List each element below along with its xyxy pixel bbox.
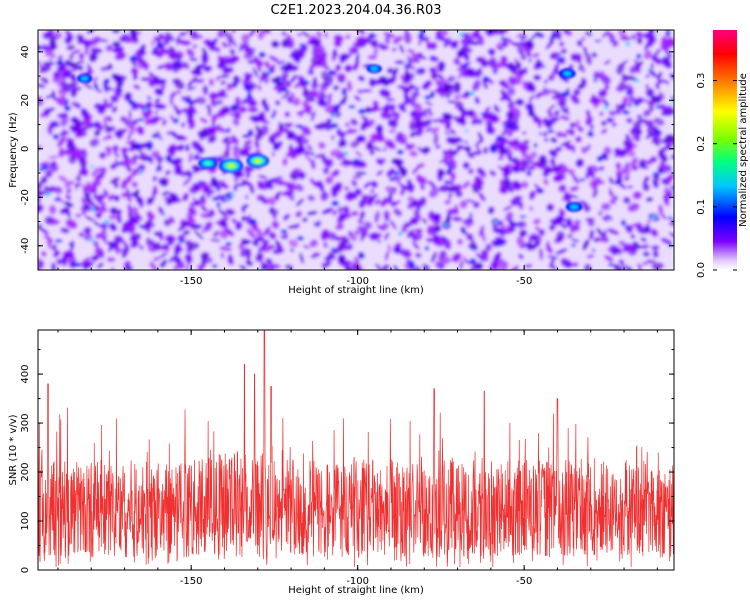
colorbar-tick-label: 0.3 xyxy=(696,73,707,89)
spectrogram-panel: -150 -100 -50 -40 -20 0 20 40 Height of straigh… xyxy=(8,29,675,296)
spectrogram-texture xyxy=(38,30,674,270)
y-tick-label: 100 xyxy=(20,511,31,530)
snr-ticks: -150 -100 -50 0 100 200 300 400 xyxy=(20,330,674,587)
colorbar-tick-label: 0.1 xyxy=(696,199,707,215)
y-tick-label: 0 xyxy=(20,146,31,152)
y-tick-label: 400 xyxy=(20,365,31,384)
hotspot xyxy=(366,64,382,74)
x-tick-label: -150 xyxy=(180,276,203,287)
snr-y-axis-label: SNR (10 * v/v) xyxy=(8,414,19,485)
colorbar-tick-label: 0.0 xyxy=(696,262,707,278)
y-tick-label: 0 xyxy=(20,567,31,573)
y-tick-label: 40 xyxy=(20,45,31,58)
colorbar-tick-label: 0.2 xyxy=(696,136,707,152)
snr-panel: -150 -100 -50 0 100 200 300 400 Height of strai… xyxy=(8,329,675,596)
spectrogram-y-axis-label: Frequency (Hz) xyxy=(8,112,19,188)
snr-series-line xyxy=(38,330,674,568)
spectrogram-frame xyxy=(37,29,675,271)
x-tick-label: -50 xyxy=(516,276,532,287)
hotspot xyxy=(246,154,269,168)
hotspot xyxy=(77,74,93,83)
x-tick-label: -50 xyxy=(516,576,532,587)
spectrogram-ticks: -150 -100 -50 -40 -20 0 20 40 xyxy=(20,30,674,287)
y-tick-label: 200 xyxy=(20,462,31,481)
hotspot xyxy=(198,157,218,169)
spectrogram-hotspots xyxy=(77,64,583,212)
x-tick-label: -100 xyxy=(346,576,369,587)
snr-x-axis-label: Height of straight line (km) xyxy=(288,585,424,596)
y-tick-label: -40 xyxy=(20,238,31,254)
colorbar-label: Normalized spectral amplitude xyxy=(738,73,749,227)
colorbar-ticks: 0.0 0.1 0.2 0.3 xyxy=(696,73,737,278)
colorbar: 0.0 0.1 0.2 0.3 Normalized spectral amplitu… xyxy=(696,30,749,278)
x-tick-label: -100 xyxy=(346,276,369,287)
y-tick-label: 20 xyxy=(20,94,31,107)
hotspot xyxy=(559,68,576,79)
hotspot xyxy=(219,158,244,173)
colorbar-gradient xyxy=(713,30,737,270)
hotspot xyxy=(565,202,583,212)
x-tick-label: -150 xyxy=(180,576,203,587)
snr-frame xyxy=(37,329,675,571)
chart-title: C2E1.2023.204.04.36.R03 xyxy=(270,3,441,18)
y-tick-label: -20 xyxy=(20,189,31,205)
y-tick-label: 300 xyxy=(20,414,31,433)
spectrogram-x-axis-label: Height of straight line (km) xyxy=(288,285,424,296)
